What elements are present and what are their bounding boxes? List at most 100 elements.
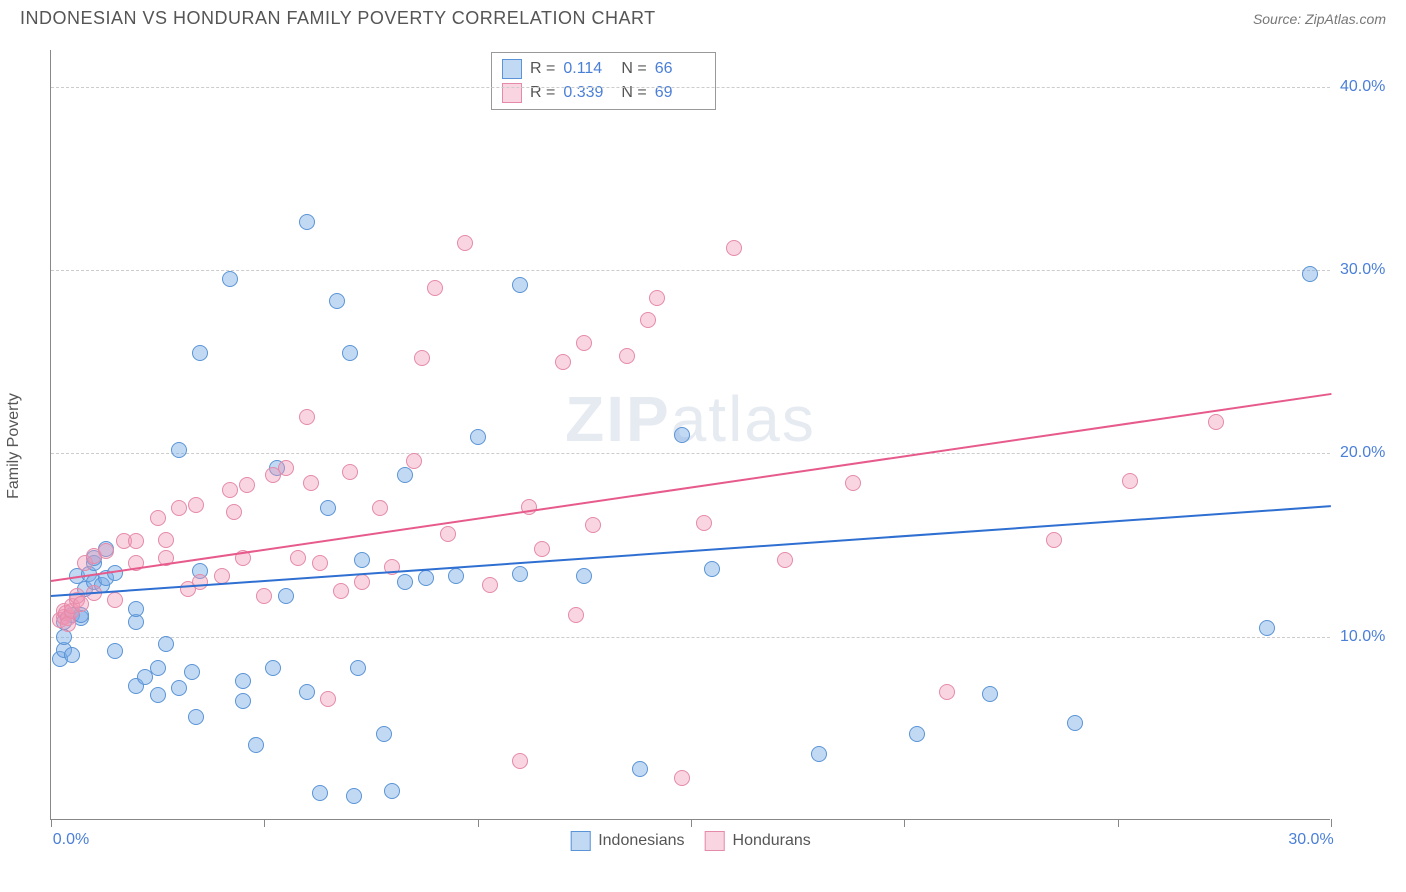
- data-point: [320, 691, 336, 707]
- data-point: [649, 290, 665, 306]
- data-point: [418, 570, 434, 586]
- legend-label: Hondurans: [733, 832, 811, 850]
- data-point: [376, 726, 392, 742]
- data-point: [150, 660, 166, 676]
- data-point: [1067, 715, 1083, 731]
- legend-swatch: [705, 831, 725, 851]
- x-tick: [691, 819, 692, 827]
- data-point: [427, 280, 443, 296]
- data-point: [278, 588, 294, 604]
- data-point: [290, 550, 306, 566]
- data-point: [158, 532, 174, 548]
- data-point: [150, 510, 166, 526]
- data-point: [1046, 532, 1062, 548]
- data-point: [222, 482, 238, 498]
- data-point: [171, 680, 187, 696]
- data-point: [406, 453, 422, 469]
- x-tick: [1118, 819, 1119, 827]
- data-point: [188, 709, 204, 725]
- data-point: [585, 517, 601, 533]
- x-tick: [904, 819, 905, 827]
- data-point: [299, 684, 315, 700]
- data-point: [696, 515, 712, 531]
- y-tick-label: 40.0%: [1340, 78, 1400, 96]
- data-point: [278, 460, 294, 476]
- data-point: [98, 543, 114, 559]
- data-point: [1208, 414, 1224, 430]
- y-tick-label: 20.0%: [1340, 444, 1400, 462]
- data-point: [482, 577, 498, 593]
- data-point: [329, 293, 345, 309]
- data-point: [171, 500, 187, 516]
- r-value: 0.114: [563, 60, 613, 78]
- data-point: [534, 541, 550, 557]
- data-point: [354, 552, 370, 568]
- data-point: [312, 555, 328, 571]
- data-point: [171, 442, 187, 458]
- stats-legend-row: R =0.114N =66: [502, 57, 705, 81]
- legend-swatch: [570, 831, 590, 851]
- gridline: [51, 87, 1330, 88]
- data-point: [470, 429, 486, 445]
- gridline: [51, 453, 1330, 454]
- data-point: [674, 427, 690, 443]
- data-point: [512, 753, 528, 769]
- data-point: [107, 643, 123, 659]
- data-point: [576, 335, 592, 351]
- source-attribution: Source: ZipAtlas.com: [1253, 11, 1386, 27]
- data-point: [64, 647, 80, 663]
- data-point: [674, 770, 690, 786]
- data-point: [576, 568, 592, 584]
- stats-legend-row: R =0.339N =69: [502, 81, 705, 105]
- data-point: [188, 497, 204, 513]
- data-point: [350, 660, 366, 676]
- data-point: [248, 737, 264, 753]
- y-axis-label: Family Poverty: [5, 393, 23, 499]
- watermark: ZIPatlas: [565, 382, 816, 456]
- data-point: [128, 533, 144, 549]
- data-point: [184, 664, 200, 680]
- x-tick-label: 30.0%: [1288, 831, 1333, 849]
- data-point: [457, 235, 473, 251]
- data-point: [1259, 620, 1275, 636]
- data-point: [342, 464, 358, 480]
- data-point: [448, 568, 464, 584]
- data-point: [568, 607, 584, 623]
- data-point: [222, 271, 238, 287]
- data-point: [73, 596, 89, 612]
- data-point: [619, 348, 635, 364]
- data-point: [312, 785, 328, 801]
- data-point: [414, 350, 430, 366]
- data-point: [845, 475, 861, 491]
- y-tick-label: 30.0%: [1340, 261, 1400, 279]
- data-point: [512, 277, 528, 293]
- scatter-chart: ZIPatlas R =0.114N =66R =0.339N =69 Indo…: [50, 50, 1330, 820]
- gridline: [51, 637, 1330, 638]
- data-point: [354, 574, 370, 590]
- data-point: [397, 467, 413, 483]
- data-point: [265, 660, 281, 676]
- n-label: N =: [621, 60, 646, 78]
- n-value: 66: [655, 60, 705, 78]
- data-point: [704, 561, 720, 577]
- y-tick-label: 10.0%: [1340, 628, 1400, 646]
- data-point: [909, 726, 925, 742]
- data-point: [128, 601, 144, 617]
- data-point: [555, 354, 571, 370]
- data-point: [299, 214, 315, 230]
- x-tick: [1331, 819, 1332, 827]
- data-point: [239, 477, 255, 493]
- data-point: [107, 592, 123, 608]
- data-point: [150, 687, 166, 703]
- legend-item: Indonesians: [570, 831, 684, 851]
- series-legend: Indonesians Hondurans: [570, 831, 811, 851]
- data-point: [299, 409, 315, 425]
- x-tick: [478, 819, 479, 827]
- data-point: [726, 240, 742, 256]
- x-tick-label: 0.0%: [53, 831, 89, 849]
- data-point: [333, 583, 349, 599]
- legend-label: Indonesians: [598, 832, 684, 850]
- data-point: [235, 673, 251, 689]
- gridline: [51, 270, 1330, 271]
- data-point: [192, 345, 208, 361]
